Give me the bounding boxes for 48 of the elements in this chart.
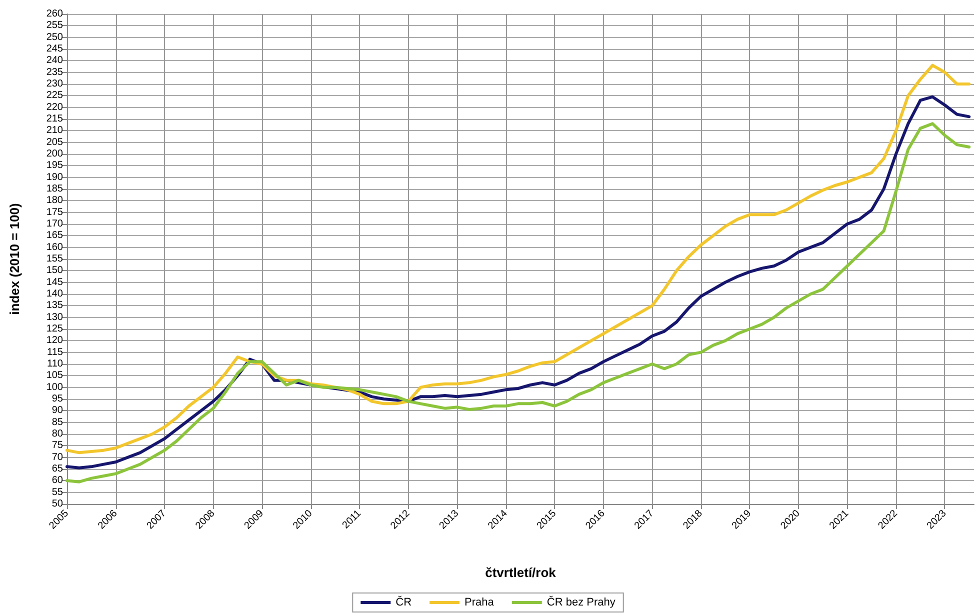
y-tick-label: 105 [46,370,64,382]
y-tick-label: 180 [46,195,64,206]
legend-label: ČR [396,596,412,608]
y-tick-label: 80 [52,428,64,440]
y-tick-label: 240 [46,55,64,66]
legend-label: Praha [464,596,495,608]
y-tick-label: 210 [46,125,64,136]
y-tick-label: 235 [46,66,64,78]
y-tick-label: 60 [52,475,64,486]
y-tick-label: 255 [46,20,64,32]
y-tick-label: 225 [46,90,64,102]
y-tick-label: 205 [46,136,64,148]
y-tick-label: 175 [46,206,64,218]
y-tick-label: 250 [46,32,64,43]
y-tick-label: 140 [46,288,64,300]
y-tick-label: 185 [46,184,64,194]
y-tick-label: 90 [52,405,64,416]
y-tick-label: 100 [46,382,64,393]
y-tick-label: 245 [46,44,64,54]
y-tick-label: 145 [46,276,64,288]
y-tick-label: 160 [46,242,64,253]
y-tick-label: 115 [47,346,64,358]
y-tick-label: 55 [52,486,64,498]
y-tick-label: 110 [47,358,64,370]
y-tick-label: 75 [52,440,64,452]
y-tick-label: 260 [46,8,64,20]
y-tick-label: 190 [46,172,64,183]
y-tick-label: 165 [46,230,64,242]
y-tick-label: 135 [46,300,64,312]
y-tick-label: 50 [52,498,64,510]
y-tick-label: 65 [52,464,64,474]
y-tick-label: 195 [46,160,64,172]
y-axis-title: index (2010 = 100) [7,203,22,315]
y-tick-label: 215 [46,114,64,124]
y-tick-label: 200 [46,148,64,160]
legend-label: ČR bez Prahy [546,596,616,608]
y-tick-label: 125 [46,324,64,334]
x-axis-title: čtvrtletí/rok [485,565,557,580]
y-tick-label: 230 [46,78,64,90]
y-tick-label: 150 [46,265,64,276]
y-tick-label: 85 [52,416,64,428]
y-tick-label: 155 [46,254,64,264]
y-tick-label: 170 [46,218,64,230]
y-tick-label: 130 [46,312,64,323]
y-tick-label: 220 [46,102,64,113]
y-tick-label: 120 [46,335,64,346]
y-tick-label: 95 [52,394,64,404]
y-tick-label: 70 [52,452,64,463]
